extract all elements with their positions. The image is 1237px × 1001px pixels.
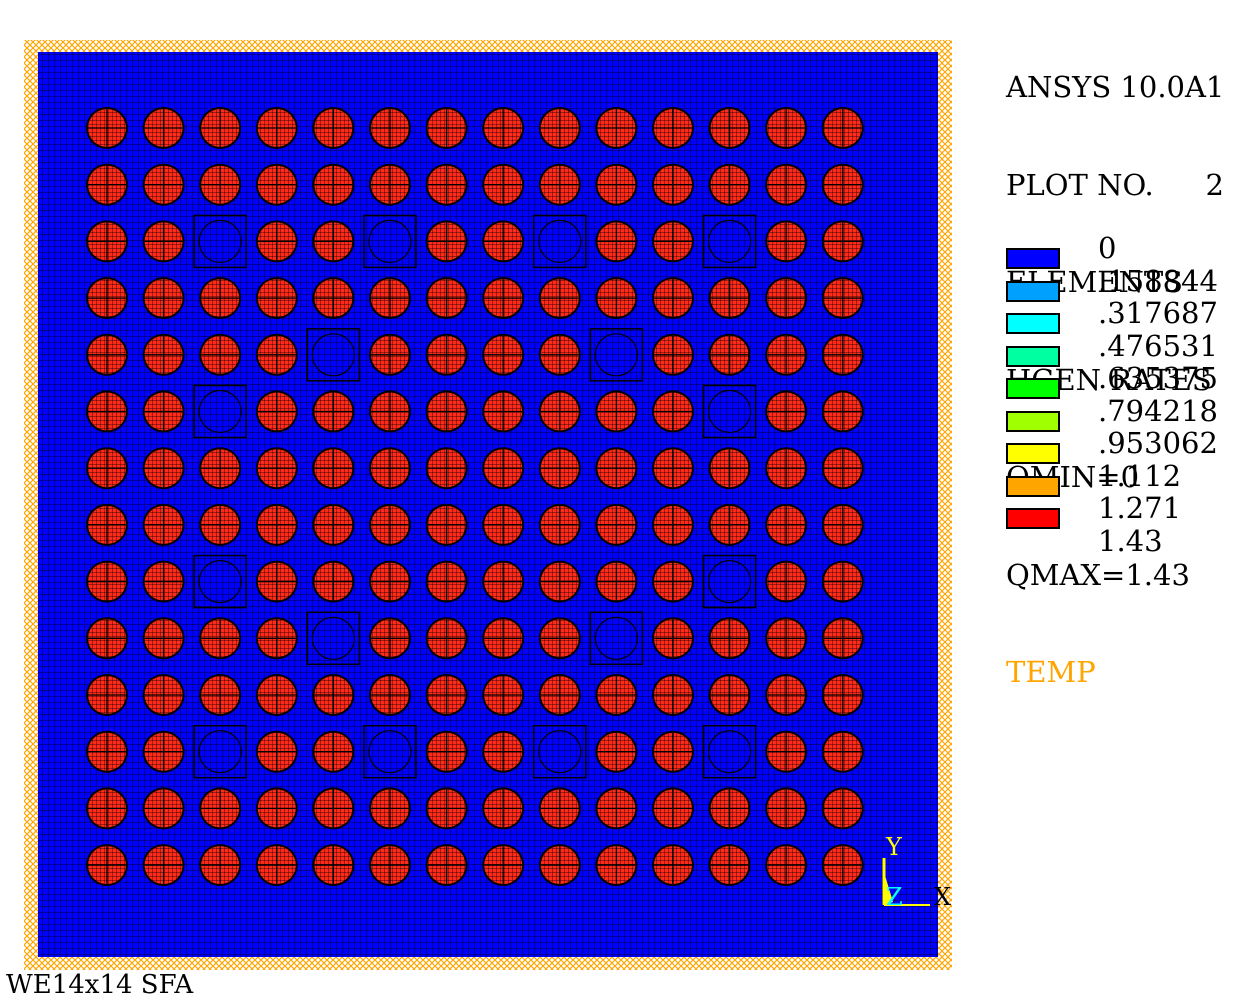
guide-tube <box>707 730 752 774</box>
legend-swatch <box>1006 313 1060 334</box>
model-caption: WE14x14 SFA <box>6 970 194 1000</box>
guide-tube-cell <box>702 214 757 269</box>
legend-title: TEMP <box>1006 655 1096 689</box>
coordinate-triad: Y Z X <box>882 833 951 911</box>
guide-tube <box>311 333 355 377</box>
cell-grid <box>86 107 864 887</box>
legend-value: 0 <box>1098 231 1117 265</box>
triad-y-label: Y <box>885 833 903 861</box>
legend-value: .794218 <box>1098 393 1218 428</box>
legend-swatch <box>1006 280 1060 302</box>
legend-swatch <box>1006 443 1060 464</box>
legend-value: .317687 <box>1098 296 1218 330</box>
guide-tube-cell <box>702 724 757 779</box>
program-version: ANSYS 10.0A1 <box>1006 70 1225 104</box>
plot-number-line: PLOT NO. 2 <box>1006 167 1224 202</box>
plot-number-value: 2 <box>1205 167 1224 202</box>
legend-value: .158844 <box>1098 263 1218 298</box>
guide-tube <box>707 219 752 263</box>
guide-tube <box>368 730 412 774</box>
guide-tube <box>707 559 752 604</box>
guide-tube-cell <box>363 214 417 269</box>
triad-wedge <box>884 872 893 905</box>
legend-value: .635375 <box>1098 361 1218 395</box>
guide-tube-cell <box>702 554 757 609</box>
legend-swatch <box>1006 378 1060 399</box>
guide-tube-cell <box>193 724 247 779</box>
element-plot: Y Z X <box>24 40 952 970</box>
legend-swatch <box>1006 410 1060 432</box>
guide-tube-cell <box>193 214 247 269</box>
guide-tube <box>538 219 582 263</box>
legend-swatch <box>1006 508 1060 529</box>
legend-value: .953062 <box>1098 426 1218 460</box>
guide-tube-cell <box>533 724 587 779</box>
guide-tube-cell <box>306 611 361 666</box>
guide-tube <box>594 333 639 377</box>
legend-value: 1.271 <box>1098 491 1182 525</box>
guide-tube-cell <box>193 554 247 609</box>
guide-tube-cell <box>363 724 417 779</box>
guide-tube <box>368 219 412 263</box>
plot-info: ANSYS 10.0A1 PLOT NO. 2 ELEMENTS HGEN RA… <box>1006 6 1224 721</box>
guide-tube <box>198 389 242 434</box>
legend-swatch <box>1006 475 1060 497</box>
guide-tube <box>538 730 582 774</box>
guide-tube <box>311 616 355 660</box>
legend-swatch <box>1006 345 1060 367</box>
qmax-value: QMAX=1.43 <box>1006 557 1190 592</box>
guide-tube-cell <box>533 214 587 269</box>
guide-tube <box>198 730 242 774</box>
legend-swatch <box>1006 248 1060 269</box>
triad-z-label: Z <box>886 883 903 911</box>
guide-tube-cell <box>589 328 644 382</box>
guide-tube <box>198 219 242 263</box>
guide-tube <box>707 389 752 434</box>
guide-tube-cell <box>589 611 644 666</box>
guide-tube-cell <box>702 384 757 439</box>
triad-x-label: X <box>934 883 951 911</box>
guide-tube-cell <box>193 384 247 439</box>
legend-value: .476531 <box>1098 328 1218 363</box>
guide-tube <box>594 616 639 660</box>
guide-tube <box>198 559 242 604</box>
legend-value: 1.43 <box>1098 523 1163 558</box>
plot-number-label: PLOT NO. <box>1006 167 1154 202</box>
guide-tube-cell <box>306 328 361 382</box>
legend-value: 1.112 <box>1098 458 1182 493</box>
